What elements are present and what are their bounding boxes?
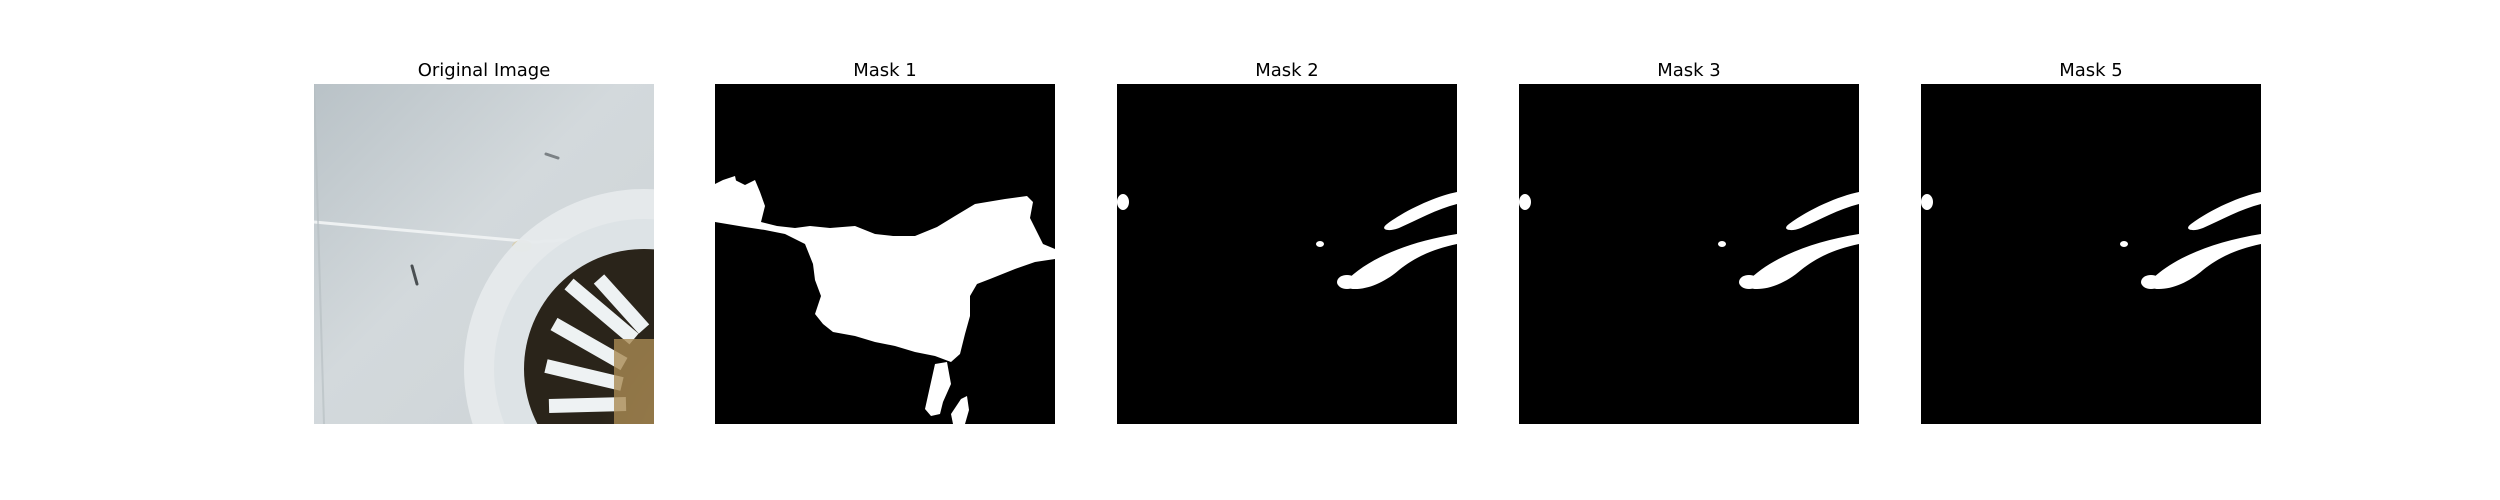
mask-stroke-lower xyxy=(1344,234,1457,289)
mask-dot xyxy=(1316,241,1324,247)
mask-region xyxy=(715,180,1055,362)
mask-fragment xyxy=(951,396,969,424)
mask-dot xyxy=(1519,194,1531,210)
mask-2-panel: Mask 2 xyxy=(1117,0,1457,500)
panel-title: Mask 1 xyxy=(853,60,917,81)
mask-3-panel: Mask 3 xyxy=(1519,0,1859,500)
mask-2-graphic xyxy=(1117,84,1457,424)
mask-1-graphic xyxy=(715,84,1055,424)
original-photo xyxy=(314,84,654,424)
drain xyxy=(464,189,654,424)
panel-title: Mask 5 xyxy=(2059,60,2123,81)
mask-dot xyxy=(1921,194,1933,210)
mask-blob xyxy=(2141,275,2161,289)
mask-5-image xyxy=(1921,84,2261,424)
mask-stroke-lower xyxy=(2148,234,2261,289)
mask-stroke-upper xyxy=(1786,192,1859,231)
mask-blob xyxy=(1337,275,1357,289)
mask-dot xyxy=(1718,241,1726,247)
mask-fragment xyxy=(925,362,951,416)
original-image xyxy=(314,84,654,424)
original-image-panel: Original Image xyxy=(314,0,654,500)
mask-1-panel: Mask 1 xyxy=(715,0,1055,500)
mask-stroke-lower xyxy=(1746,234,1859,289)
panel-title: Mask 3 xyxy=(1657,60,1721,81)
mask-stroke-upper xyxy=(2188,192,2261,231)
mask-stroke-upper xyxy=(1384,192,1457,231)
panel-title: Original Image xyxy=(417,60,551,81)
mask-blob xyxy=(1739,275,1759,289)
mask-5-panel: Mask 5 xyxy=(1921,0,2261,500)
mask-5-graphic xyxy=(1921,84,2261,424)
mask-1-image xyxy=(715,84,1055,424)
mask-3-image xyxy=(1519,84,1859,424)
mask-2-image xyxy=(1117,84,1457,424)
panel-title: Mask 2 xyxy=(1255,60,1319,81)
mask-dot xyxy=(2120,241,2128,247)
mask-3-graphic xyxy=(1519,84,1859,424)
mask-dot xyxy=(1117,194,1129,210)
